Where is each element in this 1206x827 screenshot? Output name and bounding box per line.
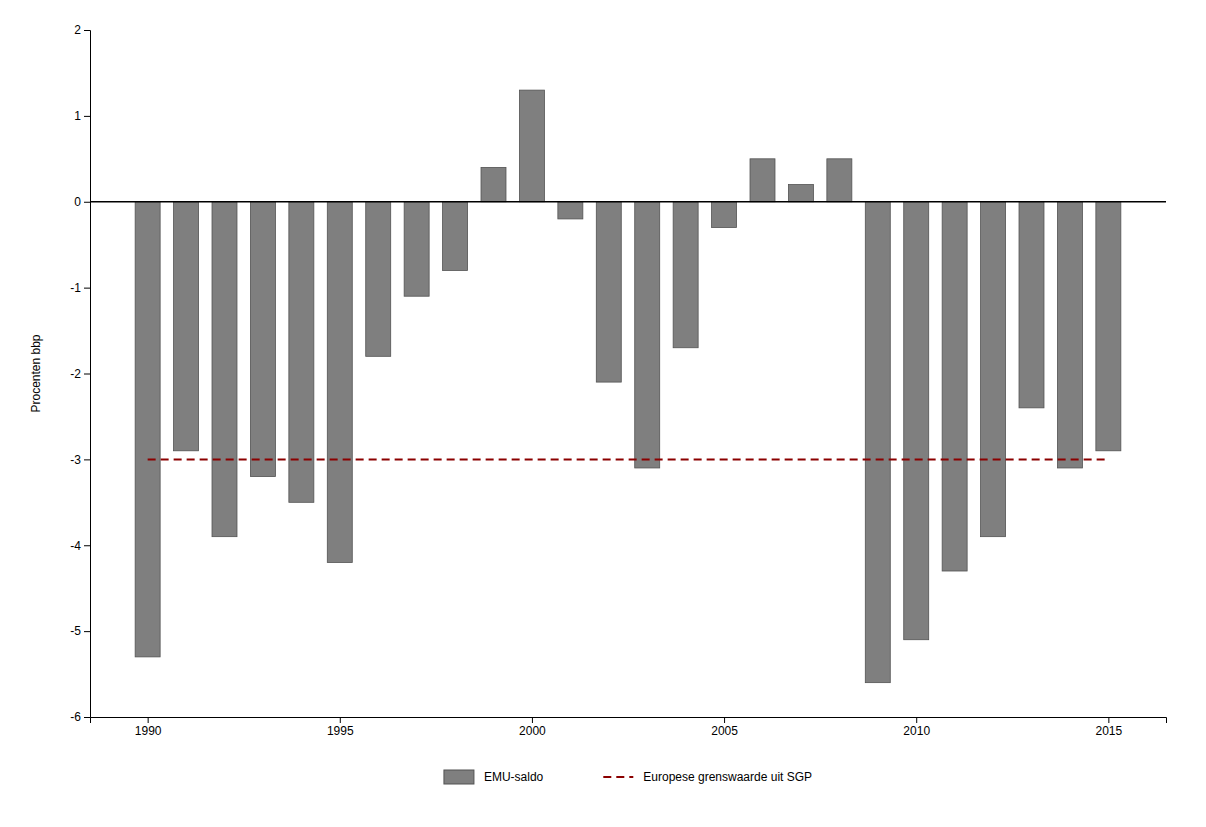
bar-series (135, 90, 1121, 683)
x-axis: 1990 1995 2000 2005 2010 2015 (91, 717, 1167, 738)
tick-label: -4 (70, 539, 81, 553)
y-axis-title: Procenten bbp (29, 334, 43, 412)
tick: 0 (74, 195, 90, 209)
tick-label: 2015 (1096, 724, 1123, 738)
tick-label: 1990 (135, 724, 162, 738)
bar (174, 202, 199, 451)
tick-mark (340, 717, 341, 723)
tick-label: 1995 (327, 724, 354, 738)
legend-label: Europese grenswaarde uit SGP (643, 770, 812, 784)
tick-mark (1108, 717, 1109, 723)
bar (366, 202, 391, 357)
tick: 1995 (327, 717, 354, 738)
tick: 1 (74, 109, 90, 123)
tick-label: 2 (74, 23, 81, 37)
tick: -1 (70, 281, 90, 295)
plot-lines (148, 459, 1109, 460)
tick-mark (532, 717, 533, 723)
tick: 2005 (711, 717, 738, 738)
tick: -3 (70, 453, 90, 467)
bar (1096, 202, 1121, 451)
bar (596, 202, 621, 382)
legend-item: EMU-saldo (444, 770, 544, 784)
bar (712, 202, 737, 228)
tick: -2 (70, 367, 90, 381)
legend-item: Europese grenswaarde uit SGP (603, 770, 812, 784)
tick-label: -3 (70, 453, 81, 467)
legend-swatch (603, 776, 633, 778)
tick-label: -2 (70, 367, 81, 381)
bar (558, 202, 583, 219)
tick-label: 2000 (519, 724, 546, 738)
tick-label: -1 (70, 281, 81, 295)
tick: 2010 (903, 717, 930, 738)
tick-label: 1 (74, 109, 81, 123)
plot-area (135, 90, 1121, 683)
tick-mark (916, 717, 917, 723)
tick-mark (84, 631, 90, 632)
bar (788, 185, 813, 202)
axis-line (91, 718, 1167, 724)
bar (904, 202, 929, 640)
tick-mark (84, 202, 90, 203)
tick-mark (84, 374, 90, 375)
bar (481, 167, 506, 201)
bar (404, 202, 429, 296)
bar (942, 202, 967, 571)
tick: 2015 (1096, 717, 1123, 738)
bar (1019, 202, 1044, 408)
tick-mark (84, 459, 90, 460)
bar (673, 202, 698, 348)
tick: 1990 (135, 717, 162, 738)
bar (443, 202, 468, 271)
tick-label: -5 (70, 624, 81, 638)
bar (519, 90, 544, 202)
tick-label: -6 (70, 710, 81, 724)
y-axis: -6 -5 -4 -3 -2 -1 0 1 2 (70, 23, 90, 724)
tick-label: 0 (74, 195, 81, 209)
legend: EMU-saldo Europese grenswaarde uit SGP (444, 770, 812, 784)
bar (865, 202, 890, 683)
zero-line (90, 201, 1166, 203)
tick-mark (724, 717, 725, 723)
bar (827, 159, 852, 202)
tick-mark (84, 717, 90, 718)
bar (750, 159, 775, 202)
tick: 2000 (519, 717, 546, 738)
tick-label: 2005 (711, 724, 738, 738)
tick: 2 (74, 23, 90, 37)
bar (212, 202, 237, 537)
chart: 1990 1995 2000 2005 2010 2015 -6 -5 -4 -3 -2 -1 0 1 2 P… (0, 0, 1206, 827)
tick-mark (148, 717, 149, 723)
tick: -4 (70, 539, 90, 553)
axis-line (84, 31, 91, 718)
tick-label: 2010 (903, 724, 930, 738)
bar (981, 202, 1006, 537)
bar (289, 202, 314, 503)
tick-mark (84, 30, 90, 31)
tick-mark (84, 116, 90, 117)
bar (1057, 202, 1082, 468)
bar (327, 202, 352, 563)
tick-mark (84, 545, 90, 546)
legend-swatch (444, 770, 474, 784)
legend-label: EMU-saldo (484, 770, 544, 784)
tick: -6 (70, 710, 90, 724)
bar (250, 202, 275, 477)
bar (135, 202, 160, 657)
tick: -5 (70, 624, 90, 638)
tick-mark (84, 288, 90, 289)
line (148, 458, 1109, 460)
bar (635, 202, 660, 468)
